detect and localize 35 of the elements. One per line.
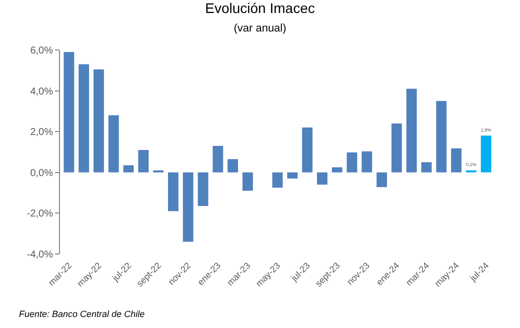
bar xyxy=(272,172,283,188)
bar xyxy=(316,172,328,185)
bar xyxy=(346,152,358,172)
chart-title: Evolución Imacec xyxy=(205,0,315,16)
y-tick-label: -2,0% xyxy=(26,208,54,220)
y-tick-label: 4,0% xyxy=(30,86,54,98)
bar xyxy=(182,172,194,242)
bar xyxy=(198,172,208,206)
bar xyxy=(287,172,298,179)
y-tick-label: 6,0% xyxy=(30,46,54,56)
bar xyxy=(228,159,238,172)
bar xyxy=(64,52,74,172)
bar xyxy=(138,150,149,172)
bar xyxy=(302,128,313,172)
bar xyxy=(362,151,372,172)
y-tick-label: 0,0% xyxy=(30,168,54,179)
bar xyxy=(94,69,104,172)
bar xyxy=(123,165,134,172)
y-tick-label: -4,0% xyxy=(26,250,54,260)
bar xyxy=(212,146,224,172)
bar xyxy=(78,64,90,172)
bar xyxy=(168,172,178,212)
chart-subtitle: (var anual) xyxy=(234,22,286,34)
bar xyxy=(451,148,462,172)
bar xyxy=(421,162,432,172)
source-note: Fuente: Banco Central de Chile xyxy=(19,309,145,319)
bar xyxy=(436,101,447,172)
bar xyxy=(480,136,492,172)
bar xyxy=(376,172,387,188)
bar xyxy=(332,167,342,172)
bar xyxy=(391,123,402,172)
y-tick-label: 2,0% xyxy=(30,127,54,138)
bar xyxy=(108,115,119,172)
bar xyxy=(406,88,417,172)
bar xyxy=(242,172,253,191)
